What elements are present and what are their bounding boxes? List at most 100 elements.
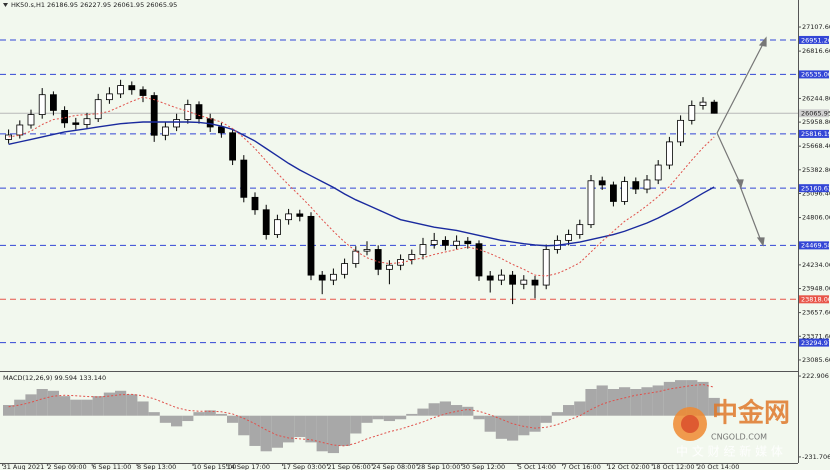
candle-body	[542, 249, 550, 286]
macd-bar	[182, 415, 194, 422]
candle-body	[688, 105, 696, 121]
candle-body	[677, 119, 684, 143]
macd-bar	[529, 415, 541, 432]
macd-bar	[350, 415, 362, 434]
macd-bar	[372, 415, 384, 420]
macd-bar	[238, 415, 250, 436]
candle-body	[285, 213, 293, 221]
level-box	[799, 184, 829, 193]
x-tick-label: 8 Sep 13:00	[137, 463, 176, 470]
menu-triangle	[3, 3, 8, 7]
macd-bar	[115, 390, 127, 416]
macd-bar	[36, 389, 48, 416]
candle-body	[453, 240, 461, 246]
candle-body	[27, 114, 35, 126]
macd-title: MACD(12,26,9) 99.594 133.140	[3, 374, 106, 382]
macd-bar	[260, 415, 272, 452]
y-tick-label: 26816.60	[802, 47, 830, 55]
x-tick-label: 17 Sep 03:00	[283, 463, 326, 470]
candle-body	[307, 215, 315, 276]
candle-body	[184, 104, 192, 120]
macd-bar	[193, 412, 205, 416]
candle-body	[632, 181, 640, 190]
candle-body	[598, 180, 606, 186]
candle-body	[497, 274, 505, 281]
y-tick-label: 23657.60	[802, 309, 830, 317]
macd-bar	[92, 396, 104, 416]
candle-body	[576, 224, 584, 235]
candle-body	[128, 85, 136, 91]
candle-body	[509, 274, 517, 285]
candle-body	[50, 94, 57, 111]
candle-body	[117, 85, 124, 95]
candle-body	[5, 134, 12, 140]
candle-body	[374, 249, 382, 270]
watermark-site: CNGOLD.COM	[711, 433, 767, 442]
candle-body	[643, 179, 651, 190]
y-tick-label: 25382.80	[802, 166, 830, 174]
candle-body	[195, 104, 203, 120]
candle-body	[654, 164, 662, 181]
macd-bar	[215, 413, 227, 416]
candle-body	[430, 239, 438, 245]
macd-bar	[495, 415, 507, 439]
level-box	[799, 70, 829, 79]
level-box	[799, 338, 829, 347]
candle-body	[587, 180, 595, 226]
candle-body	[710, 101, 718, 114]
moving-average	[8, 96, 715, 277]
macd-bar	[316, 415, 328, 452]
x-tick-label: 30 Sep 12:00	[462, 463, 505, 470]
macd-bar	[227, 415, 239, 423]
macd-tick-label: 222.906	[802, 372, 829, 380]
chart-title: HK50.s,H1 26186.95 26227.95 26061.95 260…	[11, 1, 177, 9]
candle-body	[419, 244, 427, 255]
macd-bar	[574, 401, 586, 416]
macd-bar	[663, 381, 675, 416]
macd-bar	[171, 415, 183, 427]
x-tick-label: 28 Sep 10:00	[417, 463, 460, 470]
x-tick-label: 18 Oct 12:00	[652, 463, 694, 470]
level-box	[799, 129, 829, 138]
macd-bar	[518, 415, 530, 436]
x-tick-label: 12 Oct 02:00	[607, 463, 649, 470]
y-tick-label: 23085.60	[802, 356, 830, 364]
plot: 27107.60 26816.60 26244.80 25958.80 25668.40…	[0, 23, 830, 470]
macd-bar	[641, 387, 653, 416]
watermark: 中金网 CNGOLD.COM 中 文 财 经 新 媒 体	[673, 398, 790, 459]
macd-bar	[25, 394, 37, 416]
candle-body	[173, 119, 181, 128]
macd-bar	[652, 385, 664, 416]
watermark-tagline: 中 文 财 经 新 媒 体	[676, 444, 783, 459]
candle-body	[229, 132, 237, 161]
y-tick-label: 23371.60	[802, 332, 830, 340]
y-tick-label: 24234.00	[802, 261, 830, 269]
candle-body	[262, 209, 270, 235]
macd-bar	[395, 415, 407, 420]
macd-bar	[305, 415, 317, 443]
arrow-head	[756, 237, 765, 247]
macd-bar	[47, 390, 59, 416]
x-tick-label: 5 Oct 14:00	[518, 463, 556, 470]
candle-body	[341, 263, 349, 275]
candle-body	[273, 219, 281, 235]
candle-body	[251, 196, 259, 211]
level-label: 23818.00	[801, 296, 830, 304]
macd-bar	[406, 413, 418, 416]
macd-bar	[383, 415, 395, 422]
x-tick-label: 20 Oct 14:00	[697, 463, 739, 470]
macd-bar	[148, 412, 160, 416]
y-tick-label: 26244.80	[802, 94, 830, 102]
macd-bar	[361, 415, 373, 423]
arrow-head	[758, 36, 767, 47]
candle-body	[699, 101, 707, 106]
candle-body	[150, 95, 158, 136]
level-label: 25160.63	[801, 184, 830, 192]
macd-bar	[3, 405, 15, 416]
moving-average	[8, 121, 715, 247]
candle-body	[352, 250, 360, 264]
macd-bar	[675, 380, 687, 416]
level-box	[799, 35, 829, 44]
candle-body	[83, 118, 91, 125]
